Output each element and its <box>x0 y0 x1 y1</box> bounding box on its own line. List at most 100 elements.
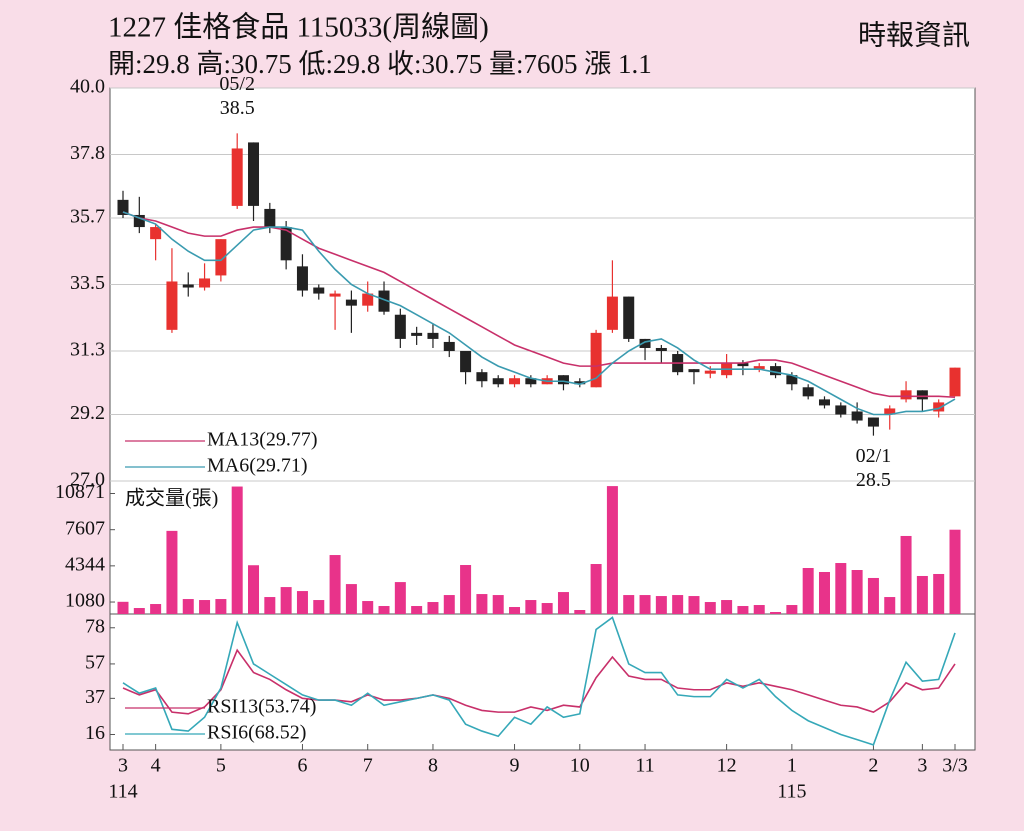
volume-bar <box>916 575 928 614</box>
y-tick-label: 1080 <box>65 590 105 612</box>
candle-body <box>900 390 912 400</box>
candle-body <box>867 417 879 427</box>
candle-body <box>704 370 716 374</box>
volume-bar <box>704 602 716 614</box>
volume-bar <box>296 591 308 614</box>
candle-body <box>411 332 423 336</box>
legend-label: MA6(29.71) <box>207 455 308 477</box>
volume-bar <box>786 605 798 614</box>
volume-bar <box>166 530 178 614</box>
volume-bar <box>851 569 863 614</box>
volume-bar <box>133 608 145 614</box>
volume-bar <box>215 599 227 614</box>
candle-body <box>443 341 455 352</box>
volume-bar <box>199 600 211 614</box>
quote: 開:29.8 高:30.75 低:29.8 收:30.75 量:7605 漲 1… <box>108 49 652 79</box>
candle-body <box>378 290 390 312</box>
volume-bar <box>248 565 260 614</box>
volume-bar <box>818 571 830 614</box>
x-year-label: 114 <box>108 781 137 803</box>
y-tick-label: 57 <box>85 652 105 674</box>
candle-body <box>182 284 194 288</box>
candle-body <box>362 293 374 306</box>
candle-body <box>688 369 700 373</box>
candle-body <box>639 338 651 348</box>
candle-body <box>345 299 357 306</box>
candle-body <box>492 378 504 385</box>
volume-bar <box>460 565 472 614</box>
volume-bar <box>117 601 129 614</box>
candle-body <box>574 381 586 385</box>
volume-bar <box>623 595 635 614</box>
candle-body <box>753 366 765 370</box>
candle-body <box>818 399 830 406</box>
candle-body <box>770 366 782 376</box>
candle-body <box>835 405 847 415</box>
candle-body <box>884 408 896 415</box>
source: 時報資訊 <box>858 19 970 51</box>
x-tick-label: 11 <box>635 755 654 777</box>
ma-line <box>122 211 956 399</box>
volume-bar <box>150 604 162 614</box>
ma-line <box>122 211 956 416</box>
x-tick-label: 5 <box>216 755 226 777</box>
candle-body <box>786 375 798 385</box>
candle-body <box>851 411 863 421</box>
candle-body <box>737 363 749 367</box>
x-tick-label: 3 <box>917 755 927 777</box>
y-tick-label: 7607 <box>65 517 105 539</box>
candle-body <box>150 227 162 240</box>
annotation-value: 38.5 <box>220 97 255 119</box>
candle-body <box>313 287 325 294</box>
x-tick-label: 4 <box>151 755 161 777</box>
legend-label: RSI13(53.74) <box>207 696 316 718</box>
candle-body <box>117 199 129 215</box>
volume-bar <box>394 582 406 614</box>
y-tick-label: 40.0 <box>70 76 105 98</box>
volume-bar <box>427 602 439 614</box>
x-tick-label: 6 <box>297 755 307 777</box>
candle-body <box>525 378 537 385</box>
candle-body <box>949 367 961 397</box>
y-tick-label: 37.8 <box>70 142 105 164</box>
candle-body <box>329 293 341 297</box>
candle-body <box>280 227 292 261</box>
volume-bar <box>949 529 961 614</box>
candle-body <box>166 281 178 330</box>
volume-bar <box>509 607 521 614</box>
volume-bar <box>525 600 537 614</box>
volume-bar <box>655 596 667 614</box>
annotation-date: 02/1 <box>856 445 892 467</box>
x-tick-label: 3 <box>118 755 128 777</box>
x-tick-label: 9 <box>510 755 520 777</box>
volume-bar <box>672 595 684 614</box>
volume-bar <box>900 535 912 614</box>
x-tick-label: 12 <box>717 755 737 777</box>
volume-bar <box>182 599 194 614</box>
candle-body <box>916 390 928 400</box>
candle-body <box>590 332 602 388</box>
legend-label: MA13(29.77) <box>207 429 318 451</box>
y-tick-label: 16 <box>85 722 105 744</box>
volume-bar <box>492 595 504 614</box>
volume-bar <box>541 603 553 614</box>
y-tick-label: 37 <box>85 686 105 708</box>
volume-bar <box>835 563 847 614</box>
y-tick-label: 78 <box>85 615 105 637</box>
candle-body <box>199 278 211 288</box>
candle-body <box>264 208 276 228</box>
volume-bar <box>606 486 618 614</box>
volume-bar <box>378 606 390 614</box>
candle-body <box>623 296 635 339</box>
x-tick-label: 7 <box>363 755 373 777</box>
x-tick-label: 3/3 <box>942 755 968 777</box>
y-tick-label: 31.3 <box>70 339 105 361</box>
rsi-line <box>122 616 956 746</box>
volume-bar <box>231 486 243 614</box>
candle-body <box>133 214 145 228</box>
volume-bar <box>590 564 602 614</box>
volume-bar <box>280 587 292 614</box>
volume-bar <box>884 597 896 614</box>
candle-body <box>296 266 308 291</box>
